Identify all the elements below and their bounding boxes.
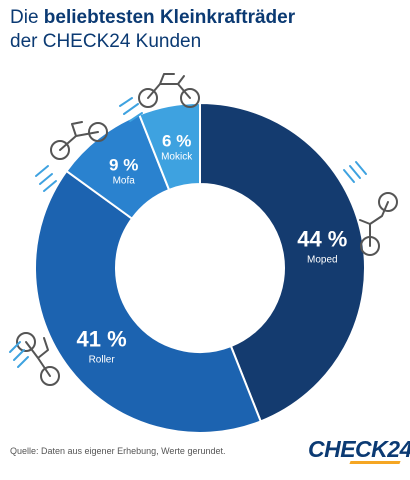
value-label-mofa: 9 % (109, 156, 138, 175)
category-label-roller: Roller (89, 354, 116, 365)
motorcycle-icon (16, 332, 60, 386)
motorcycle-icon (138, 73, 200, 108)
chart-title: Die beliebtesten Kleinkrafträder der CHEC… (10, 6, 400, 54)
slice-moped (199, 101, 366, 423)
slice-mokick (137, 101, 201, 192)
donut-labels: 44 % Moped 41 % Roller 9 %Mofa 6 %Mokick (77, 132, 348, 366)
motorcycle-icon (359, 192, 398, 256)
speed-lines (9, 97, 367, 368)
donut-slices (34, 101, 366, 434)
category-label-mokick: Mokick (161, 152, 193, 163)
slice-roller (34, 169, 263, 434)
category-label-moped: Moped (307, 255, 338, 266)
motorcycle-icon (50, 121, 108, 160)
logo-underline (349, 461, 401, 464)
value-label-mokick: 6 % (162, 132, 191, 151)
check24-logo: CHECK24 (308, 436, 410, 462)
title-bold: beliebtesten Kleinkrafträder (43, 7, 296, 28)
category-label-mofa: Mofa (113, 176, 136, 187)
title-prefix: Die (10, 7, 44, 28)
title-line2: der CHECK24 Kunden (10, 31, 202, 52)
source-note: Quelle: Daten aus eigener Erhebung, Wert… (10, 446, 226, 456)
value-label-roller: 41 % (77, 326, 127, 351)
value-label-moped: 44 % (297, 227, 347, 252)
